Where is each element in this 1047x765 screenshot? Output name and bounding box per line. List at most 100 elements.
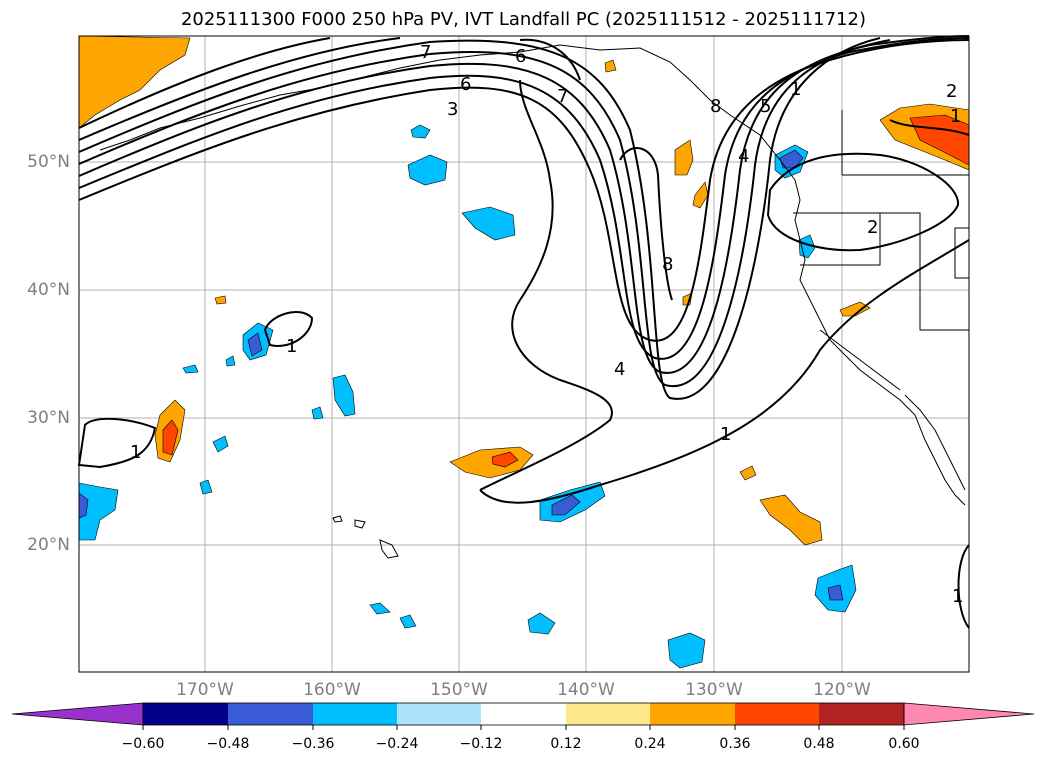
contour-label: 8 bbox=[710, 96, 721, 117]
contour-labels: 7 6 3 6 7 8 5 4 1 2 1 2 8 4 1 1 1 1 bbox=[130, 42, 963, 607]
lat-label: 30°N bbox=[27, 408, 70, 428]
positive-anomaly-patch bbox=[759, 494, 823, 546]
colorbar-segment bbox=[481, 703, 566, 725]
pv-contour-2-closed bbox=[766, 152, 960, 252]
contour-label: 4 bbox=[614, 359, 625, 380]
negative-anomaly-patch bbox=[461, 206, 516, 241]
moderate-negative-anomaly-patch bbox=[551, 494, 581, 516]
map-frame bbox=[78, 35, 970, 673]
lon-label: 140°W bbox=[557, 680, 615, 700]
colorbar-segment bbox=[397, 703, 481, 725]
colorbar-segment bbox=[313, 703, 397, 725]
contour-label: 4 bbox=[738, 146, 749, 167]
contour-label: 7 bbox=[557, 86, 568, 107]
lat-label: 40°N bbox=[27, 280, 70, 300]
pv-contour-1-west bbox=[77, 417, 157, 469]
state-border bbox=[793, 212, 881, 266]
negative-anomaly-patch bbox=[407, 154, 448, 186]
negative-anomaly-patch bbox=[182, 364, 199, 374]
colorbar-segment bbox=[143, 703, 228, 725]
colorbar-tick-label: 0.24 bbox=[634, 736, 666, 752]
colorbar-tick-label: 0.60 bbox=[888, 736, 920, 752]
contour-label: 1 bbox=[790, 79, 801, 100]
pv-contour-1-south bbox=[479, 79, 613, 491]
lon-label: 120°W bbox=[813, 680, 871, 700]
contour-label: 3 bbox=[447, 99, 458, 120]
colorbar-tick-label: −0.12 bbox=[459, 736, 503, 752]
hawaii-island bbox=[332, 515, 343, 523]
pv-contour-4 bbox=[78, 37, 881, 400]
colorbar-segment bbox=[735, 703, 819, 725]
baja-coast bbox=[904, 394, 966, 491]
colorbar-segment bbox=[650, 703, 735, 725]
colorbar-tick-label: −0.60 bbox=[121, 736, 165, 752]
colorbar-outline bbox=[142, 702, 905, 726]
negative-anomaly-patch bbox=[311, 406, 324, 420]
negative-anomaly-patch bbox=[225, 355, 236, 367]
colorbar-tick-label: −0.36 bbox=[291, 736, 335, 752]
state-border bbox=[819, 329, 901, 391]
negative-anomaly-patch bbox=[527, 612, 556, 635]
contour-label: 2 bbox=[946, 81, 957, 102]
contour-label: 1 bbox=[286, 336, 297, 357]
hawaii-island bbox=[379, 539, 399, 559]
moderate-negative-anomaly-patch bbox=[779, 149, 804, 169]
positive-anomaly-patch bbox=[604, 59, 617, 73]
lon-label: 150°W bbox=[430, 680, 488, 700]
positive-anomaly-patch bbox=[78, 35, 191, 129]
moderate-negative-anomaly-patch bbox=[247, 332, 263, 357]
colorbar bbox=[11, 702, 1035, 730]
pv-contours bbox=[77, 35, 970, 629]
negative-anomaly-patch bbox=[369, 602, 391, 615]
positive-anomaly-patch bbox=[692, 181, 709, 209]
colorbar-tick-label: 0.36 bbox=[719, 736, 751, 752]
negative-anomaly-patch bbox=[212, 435, 229, 453]
contour-label: 1 bbox=[950, 106, 961, 127]
pv-contour-1-northeast bbox=[889, 119, 970, 136]
pv-contour-1-east bbox=[479, 239, 970, 504]
negative-anomaly-patch bbox=[410, 124, 431, 139]
colorbar-segment bbox=[566, 703, 650, 725]
strong-positive-anomaly-patch bbox=[162, 419, 179, 456]
positive-anomaly-patch bbox=[674, 139, 694, 176]
colorbar-tick-label: −0.48 bbox=[206, 736, 250, 752]
pv-contour-2 bbox=[78, 37, 331, 129]
positive-anomaly-patch bbox=[739, 465, 757, 481]
pv-contour-6 bbox=[78, 35, 970, 374]
lon-label: 170°W bbox=[176, 680, 234, 700]
moderate-negative-anomaly-patch bbox=[827, 584, 844, 601]
negative-anomaly-patch bbox=[667, 632, 706, 669]
pv-contour-5 bbox=[78, 39, 891, 388]
aleutian-coast bbox=[99, 51, 521, 151]
lat-label: 20°N bbox=[27, 535, 70, 555]
colorbar-tick-label: 0.48 bbox=[803, 736, 835, 752]
colorbar-tick-label: 0.12 bbox=[550, 736, 582, 752]
contour-label: 6 bbox=[460, 74, 471, 95]
negative-anomaly-patch bbox=[78, 482, 119, 541]
map-title: 2025111300 F000 250 hPa PV, IVT Landfall… bbox=[180, 9, 867, 30]
pv-contour-1-southeast bbox=[957, 544, 970, 629]
negative-anomaly-patch bbox=[332, 374, 356, 417]
coastlines bbox=[99, 44, 970, 559]
contour-label: 8 bbox=[662, 254, 673, 275]
contour-label: 1 bbox=[952, 586, 963, 607]
contour-label: 1 bbox=[720, 424, 731, 445]
lon-label: 130°W bbox=[685, 680, 743, 700]
north-america-coast bbox=[794, 179, 966, 506]
lat-label: 50°N bbox=[27, 152, 70, 172]
pv-contour-8-inner bbox=[619, 147, 673, 301]
positive-anomaly-patch bbox=[839, 301, 871, 317]
pv-contour-6-north bbox=[519, 38, 581, 81]
colorbar-segment bbox=[819, 703, 904, 725]
positive-anomaly-patch bbox=[214, 295, 227, 305]
pv-contour-3 bbox=[78, 37, 401, 141]
strong-positive-anomaly-patch bbox=[491, 451, 519, 468]
contour-label: 2 bbox=[867, 217, 878, 238]
pv-contour-1-closed bbox=[263, 311, 314, 347]
colorbar-extend-min bbox=[11, 702, 144, 726]
negative-anomaly-patch bbox=[199, 479, 213, 495]
lon-label: 160°W bbox=[303, 680, 361, 700]
pc-shading bbox=[78, 35, 970, 669]
alaska-coast bbox=[519, 44, 796, 181]
